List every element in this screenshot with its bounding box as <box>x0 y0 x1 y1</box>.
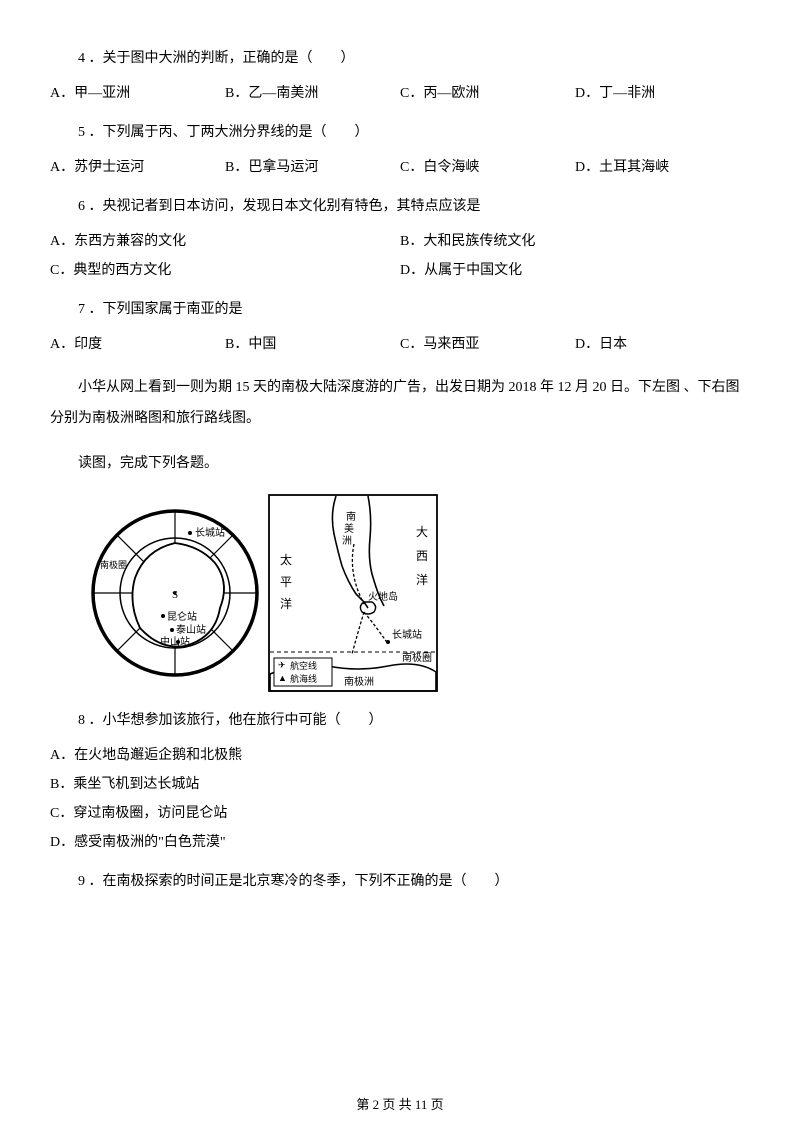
figure-area: S 长城站 昆仑站 泰山站 中山站 南极圈 南 美 洲 太 平 洋 大 <box>90 494 750 692</box>
route-label-atl3: 洋 <box>416 572 428 587</box>
polar-label-zhongshan: 中山站 <box>160 635 190 648</box>
route-label-pac1: 太 <box>280 552 292 567</box>
legend-sea: 航海线 <box>290 673 317 684</box>
passage-text-1: 小华从网上看到一则为期 15 天的南极大陆深度游的广告，出发日期为 2018 年… <box>50 373 750 435</box>
q6-opt-d: D．从属于中国文化 <box>400 260 750 281</box>
q6-opt-c: C．典型的西方文化 <box>50 260 400 281</box>
route-label-pac2: 平 <box>280 575 292 589</box>
polar-label-greatwall: 长城站 <box>195 526 225 539</box>
q7-opt-c: C．马来西亚 <box>400 334 575 355</box>
q5-opt-a: A．苏伊士运河 <box>50 157 225 178</box>
route-label-atl2: 西 <box>416 549 428 563</box>
q8-opt-d: D．感受南极洲的"白色荒漠" <box>50 832 750 853</box>
antarctica-polar-map: S 长城站 昆仑站 泰山站 中山站 南极圈 <box>90 508 260 678</box>
page-footer: 第 2 页 共 11 页 <box>0 1095 800 1115</box>
route-label-pac3: 洋 <box>280 596 292 611</box>
q6-options-row1: A．东西方兼容的文化 B．大和民族传统文化 <box>50 231 750 252</box>
q6-options-row2: C．典型的西方文化 D．从属于中国文化 <box>50 260 750 281</box>
svg-text:▲: ▲ <box>278 673 287 683</box>
q6-opt-b: B．大和民族传统文化 <box>400 231 750 252</box>
legend-air: 航空线 <box>290 660 317 671</box>
q4-options: A．甲—亚洲 B．乙—南美洲 C．丙—欧洲 D．丁—非洲 <box>50 83 750 104</box>
route-label-circle: 南极圈 <box>402 651 432 664</box>
route-label-tierra: 火地岛 <box>368 590 398 603</box>
q8-opt-b: B．乘坐飞机到达长城站 <box>50 774 750 795</box>
route-label-sa3: 洲 <box>342 535 352 547</box>
q6-opt-a: A．东西方兼容的文化 <box>50 231 400 252</box>
polar-label-taishan: 泰山站 <box>176 623 206 636</box>
q6-stem: 6 ．央视记者到日本访问，发现日本文化别有特色，其特点应该是 <box>50 196 750 217</box>
route-map: 南 美 洲 太 平 洋 大 西 洋 火地岛 长城站 南 极 洲 南极圈 ✈ 航空… <box>268 494 438 692</box>
route-label-sa1: 南 <box>346 510 356 523</box>
q7-options: A．印度 B．中国 C．马来西亚 D．日本 <box>50 334 750 355</box>
q8-opt-a: A．在火地岛邂逅企鹅和北极熊 <box>50 745 750 766</box>
q8-stem: 8 ．小华想参加该旅行，他在旅行中可能（ ） <box>50 710 750 731</box>
q7-opt-d: D．日本 <box>575 334 750 355</box>
route-label-antarctica2: 极 <box>354 675 364 688</box>
polar-center-label: S <box>172 589 178 601</box>
route-label-antarctica1: 南 <box>344 675 354 688</box>
route-label-antarctica3: 洲 <box>364 676 374 688</box>
q8-opt-c: C．穿过南极圈，访问昆仑站 <box>50 803 750 824</box>
q4-opt-b: B．乙—南美洲 <box>225 83 400 104</box>
q4-opt-d: D．丁—非洲 <box>575 83 750 104</box>
route-label-greatwall: 长城站 <box>392 628 422 641</box>
passage-text-2: 读图，完成下列各题。 <box>50 453 750 474</box>
q7-stem: 7 ．下列国家属于南亚的是 <box>50 299 750 320</box>
polar-label-circle: 南极圈 <box>100 559 127 570</box>
q5-stem: 5 ．下列属于丙、丁两大洲分界线的是（ ） <box>50 122 750 143</box>
q7-opt-b: B．中国 <box>225 334 400 355</box>
q5-options: A．苏伊士运河 B．巴拿马运河 C．白令海峡 D．土耳其海峡 <box>50 157 750 178</box>
q5-opt-c: C．白令海峡 <box>400 157 575 178</box>
svg-text:✈: ✈ <box>278 660 286 670</box>
polar-label-kunlun: 昆仑站 <box>167 610 197 623</box>
q7-opt-a: A．印度 <box>50 334 225 355</box>
q4-stem: 4 ．关于图中大洲的判断，正确的是（ ） <box>50 48 750 69</box>
q5-opt-b: B．巴拿马运河 <box>225 157 400 178</box>
route-label-atl1: 大 <box>416 525 428 539</box>
q9-stem: 9 ．在南极探索的时间正是北京寒冷的冬季，下列不正确的是（ ） <box>50 871 750 892</box>
q5-opt-d: D．土耳其海峡 <box>575 157 750 178</box>
q4-opt-a: A．甲—亚洲 <box>50 83 225 104</box>
route-label-sa2: 美 <box>344 522 354 535</box>
q4-opt-c: C．丙—欧洲 <box>400 83 575 104</box>
